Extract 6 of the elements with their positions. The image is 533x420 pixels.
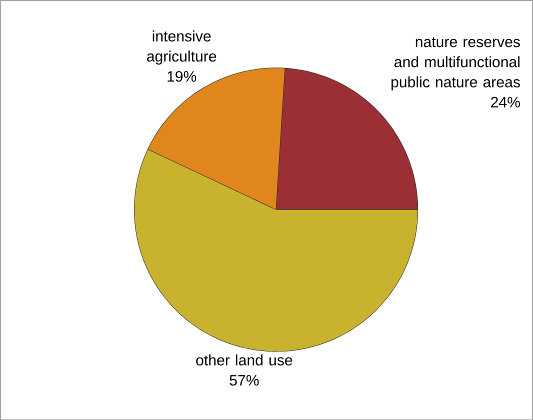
data-label: 57%: [230, 374, 259, 386]
data-label: 24%: [491, 96, 520, 108]
data-label: 19%: [168, 70, 196, 82]
slice-label: intensive agriculture: [147, 30, 216, 64]
slice-label: other land use: [196, 354, 292, 366]
slice-label: nature reserves and multifunctional public nature areas: [392, 37, 520, 90]
